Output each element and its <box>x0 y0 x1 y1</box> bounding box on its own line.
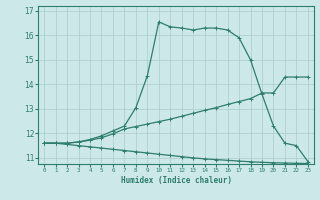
X-axis label: Humidex (Indice chaleur): Humidex (Indice chaleur) <box>121 176 231 185</box>
